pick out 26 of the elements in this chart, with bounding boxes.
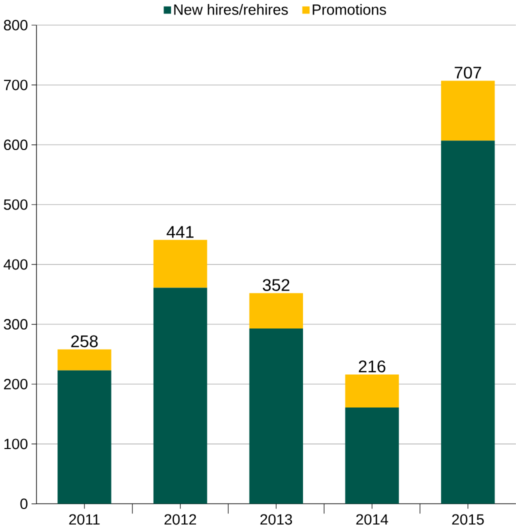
y-tick-label: 500 — [4, 199, 28, 210]
bar — [440, 140, 495, 504]
total-label: 441 — [166, 226, 194, 238]
y-tick-label: 300 — [4, 319, 28, 330]
bar — [345, 407, 399, 504]
legend-label: New hires/rehires — [174, 4, 288, 15]
x-tick-label: 2011 — [69, 514, 100, 525]
y-tick-label: 400 — [4, 259, 28, 270]
y-tick-label: 800 — [4, 20, 28, 30]
total-label: 216 — [358, 360, 386, 372]
bar — [57, 370, 112, 504]
bar — [153, 288, 208, 504]
bar — [249, 328, 303, 504]
total-label: 258 — [71, 335, 98, 348]
y-tick-label: 700 — [4, 80, 28, 90]
x-tick-label: 2014 — [356, 514, 388, 525]
x-tick-label: 2015 — [452, 514, 484, 525]
y-tick-label: 200 — [4, 378, 28, 390]
total-label: 707 — [454, 66, 481, 79]
y-tick-label: 100 — [4, 438, 28, 450]
y-tick-label: 600 — [4, 140, 28, 150]
legend-label: Promotions — [312, 4, 386, 15]
x-tick-label: 2013 — [260, 514, 292, 525]
y-tick-label: 0 — [20, 498, 28, 510]
total-label: 352 — [262, 279, 290, 292]
x-tick-label: 2012 — [164, 514, 196, 525]
